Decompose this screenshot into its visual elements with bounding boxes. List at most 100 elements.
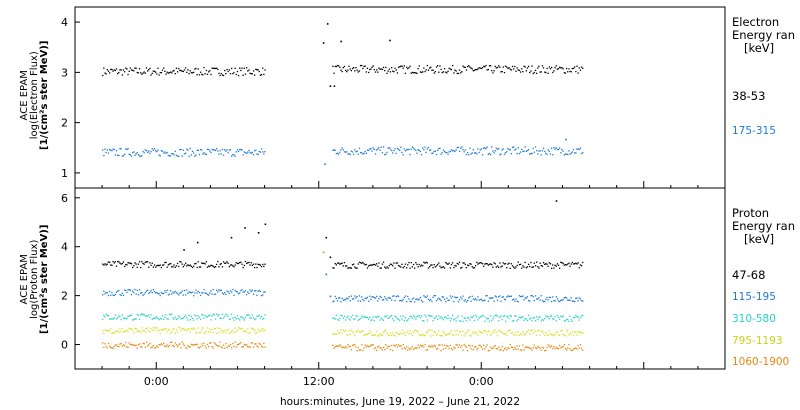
proton-point-795-1193	[511, 331, 514, 333]
proton-point-310-580	[102, 318, 104, 320]
electron-point-175-315	[231, 155, 233, 157]
proton-point-310-580	[378, 315, 380, 318]
proton-point-795-1193	[483, 330, 485, 332]
proton-point-795-1193	[233, 332, 235, 334]
proton-point-115-195	[507, 295, 509, 297]
proton-point-795-1193	[514, 334, 516, 336]
proton-point-1060-1900	[362, 349, 364, 352]
proton-point-115-195	[448, 299, 450, 301]
electron-point-175-315	[553, 147, 555, 149]
proton-point-1060-1900	[579, 344, 582, 346]
proton-point-310-580	[493, 316, 495, 318]
electron-point-175-315	[149, 152, 151, 154]
electron-point-175-315	[406, 149, 408, 151]
proton-point-310-580	[523, 319, 525, 321]
electron-point-175-315	[260, 148, 263, 150]
proton-point-795-1193	[518, 334, 521, 337]
proton-point-1060-1900	[196, 343, 198, 345]
proton-point-115-195	[460, 296, 462, 298]
electron-point-38-53	[568, 68, 570, 70]
proton-point-310-580	[150, 314, 152, 316]
proton-point-310-580	[149, 316, 151, 318]
electron-point-38-53	[256, 69, 258, 71]
proton-point-47-68	[109, 261, 111, 263]
proton-point-47-68	[518, 264, 521, 266]
electron-point-38-53	[189, 70, 191, 72]
proton-point-47-68	[472, 267, 474, 269]
proton-point-115-195	[110, 294, 112, 296]
proton-point-47-68	[211, 264, 213, 267]
proton-point-310-580	[237, 317, 240, 320]
proton-point-47-68	[125, 263, 127, 266]
proton-point-115-195	[446, 297, 448, 299]
proton-point-310-580	[506, 315, 508, 318]
proton-point-47-68	[262, 263, 264, 266]
electron-point-38-53	[431, 69, 433, 71]
proton-point-47-68	[423, 261, 425, 263]
electron-point-175-315	[186, 148, 188, 150]
proton-point-795-1193	[348, 329, 350, 332]
proton-point-795-1193	[388, 335, 390, 337]
electron-point-38-53	[526, 67, 529, 69]
proton-point-310-580	[368, 318, 370, 320]
proton-point-1060-1900	[553, 346, 555, 348]
proton-point-310-580	[263, 317, 265, 320]
proton-point-795-1193	[399, 333, 401, 335]
electron-point-175-315	[194, 155, 196, 157]
electron-legend-title1: Electron	[732, 15, 780, 29]
proton-point-1060-1900	[194, 343, 196, 346]
proton-point-47-68	[507, 263, 509, 265]
proton-point-310-580	[509, 314, 511, 317]
proton-point-115-195	[499, 295, 501, 297]
electron-point-38-53	[229, 73, 232, 75]
electron-point-175-315	[262, 151, 264, 153]
proton-point-1060-1900	[551, 345, 553, 347]
proton-point-115-195	[202, 292, 204, 294]
x-tick-label: 12:00	[303, 375, 335, 388]
proton-point-47-68	[438, 262, 440, 264]
proton-point-795-1193	[263, 330, 265, 332]
proton-point-47-68	[148, 266, 150, 268]
electron-legend-title2: Energy ran	[732, 28, 795, 42]
proton-point-310-580	[519, 317, 522, 319]
proton-point-795-1193	[144, 331, 146, 334]
proton-point-795-1193	[499, 329, 501, 331]
proton-point-310-580	[567, 318, 569, 321]
electron-point-38-53	[419, 71, 422, 73]
electron-point-38-53	[376, 69, 378, 71]
electron-point-38-53	[255, 68, 257, 70]
proton-point-795-1193	[181, 327, 183, 330]
proton-point-795-1193	[387, 334, 389, 336]
proton-point-115-195	[425, 296, 427, 299]
electron-point-38-53	[487, 68, 489, 71]
proton-point-795-1193	[133, 332, 135, 334]
proton-point-115-195	[559, 301, 561, 303]
proton-point-115-195	[112, 294, 114, 296]
proton-point-47-68	[147, 261, 149, 263]
electron-point-175-315	[349, 153, 351, 156]
proton-point-795-1193	[246, 331, 248, 333]
proton-point-115-195	[391, 299, 393, 301]
electron-point-175-315	[501, 149, 503, 151]
electron-point-175-315	[176, 155, 179, 157]
proton-point-47-68	[417, 266, 419, 268]
proton-point-47-68	[180, 261, 182, 263]
proton-point-1060-1900	[533, 344, 535, 346]
proton-point-795-1193	[409, 329, 411, 332]
proton-point-310-580	[232, 317, 234, 319]
proton-point-1060-1900	[132, 344, 134, 346]
proton-point-47-68	[465, 267, 468, 269]
electron-point-38-53	[237, 74, 240, 77]
proton-point-47-68	[510, 263, 512, 265]
proton-point-310-580	[551, 315, 553, 317]
proton-point-310-580	[210, 319, 212, 321]
electron-point-175-315	[264, 151, 266, 153]
proton-point-47-68	[118, 261, 120, 263]
proton-point-47-68	[219, 263, 221, 265]
electron-point-175-315	[226, 149, 228, 151]
proton-point-310-580	[439, 317, 441, 319]
proton-point-310-580	[254, 319, 256, 321]
proton-point-1060-1900	[336, 345, 339, 347]
proton-point-310-580	[575, 314, 577, 317]
proton-point-115-195	[537, 298, 539, 300]
